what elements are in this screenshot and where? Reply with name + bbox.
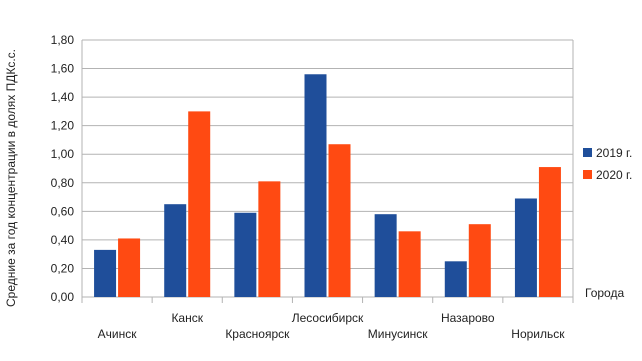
y-tick-label: 1,80: [51, 33, 75, 47]
bar-series: [94, 74, 561, 298]
y-tick-label: 1,20: [51, 119, 75, 133]
y-tick-label: 0,40: [51, 233, 75, 247]
legend: 2019 г. 2020 г.: [583, 146, 632, 182]
x-category-label: Канск: [171, 311, 203, 325]
legend-label: 2019 г.: [596, 146, 632, 160]
legend-swatch: [583, 148, 592, 157]
bar: [94, 249, 117, 297]
x-category-label: Норильск: [511, 327, 565, 341]
legend-swatch: [583, 170, 592, 179]
bar: [258, 181, 281, 297]
gridlines: [81, 39, 574, 303]
bar: [444, 261, 467, 297]
y-tick-label: 1,40: [51, 90, 75, 104]
bar: [398, 231, 421, 297]
y-axis-title: Средние за год концентрации в долях ПДКс…: [4, 49, 18, 307]
bar: [304, 74, 327, 298]
y-tick-label: 0,20: [51, 261, 75, 275]
bar: [538, 167, 561, 297]
bar: [328, 144, 351, 297]
y-axis-tick-labels: 0,00 0,20 0,40 0,60 0,80 1,00 1,20 1,40 1,60 1,80: [51, 33, 75, 304]
bar: [118, 238, 141, 297]
y-tick-label: 0,80: [51, 176, 75, 190]
bar: [514, 198, 537, 297]
y-tick-label: 1,00: [51, 147, 75, 161]
x-category-label: Назарово: [441, 311, 495, 325]
x-category-label: Красноярск: [225, 327, 290, 341]
y-tick-label: 0,00: [51, 290, 75, 304]
bar: [468, 224, 491, 297]
y-tick-label: 1,60: [51, 62, 75, 76]
x-category-label: Лесосибирск: [292, 311, 364, 325]
y-tick-label: 0,60: [51, 204, 75, 218]
bar: [234, 212, 257, 297]
x-category-label: Ачинск: [98, 327, 138, 341]
x-axis-title: Города: [585, 286, 624, 300]
x-category-label: Минусинск: [368, 327, 429, 341]
legend-label: 2020 г.: [596, 168, 632, 182]
bar: [188, 111, 211, 297]
bar: [374, 214, 397, 297]
bar: [164, 204, 187, 297]
